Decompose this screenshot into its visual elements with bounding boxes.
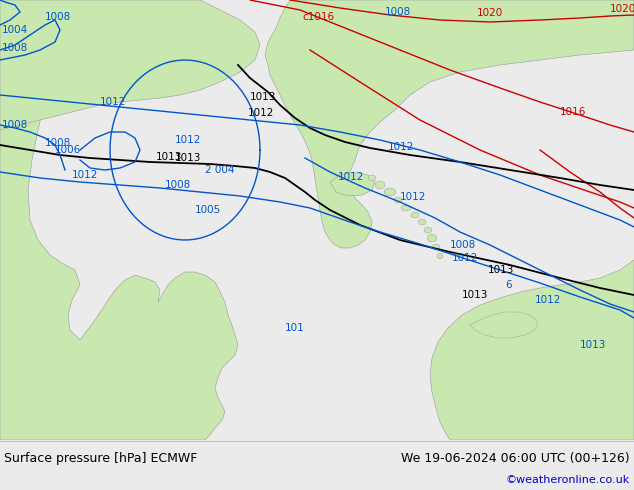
Text: Surface pressure [hPa] ECMWF: Surface pressure [hPa] ECMWF <box>4 451 197 465</box>
Text: 1008: 1008 <box>385 7 411 17</box>
Text: 2 004: 2 004 <box>205 165 235 175</box>
Text: 1012: 1012 <box>388 142 415 152</box>
Text: 1020: 1020 <box>610 4 634 14</box>
Text: 1005: 1005 <box>195 205 221 215</box>
Text: 1004: 1004 <box>2 25 29 35</box>
Text: We 19-06-2024 06:00 UTC (00+126): We 19-06-2024 06:00 UTC (00+126) <box>401 451 630 465</box>
Text: 1012: 1012 <box>100 97 126 107</box>
Polygon shape <box>437 253 443 259</box>
Text: 1008: 1008 <box>2 43 29 53</box>
Text: 1012: 1012 <box>72 170 98 180</box>
Text: 1008: 1008 <box>165 180 191 190</box>
Polygon shape <box>368 175 376 181</box>
Text: 1012: 1012 <box>535 295 561 305</box>
Text: 1013: 1013 <box>580 340 606 350</box>
Text: 1016: 1016 <box>560 107 586 117</box>
Polygon shape <box>394 197 402 203</box>
Text: 1012: 1012 <box>400 192 427 202</box>
Polygon shape <box>470 312 538 338</box>
Text: 1013: 1013 <box>156 152 183 162</box>
Text: 1008: 1008 <box>2 120 29 130</box>
Text: 1013: 1013 <box>175 153 202 163</box>
Polygon shape <box>384 188 396 196</box>
Text: 1020: 1020 <box>477 8 503 18</box>
Polygon shape <box>401 205 411 211</box>
Text: 1006: 1006 <box>55 145 81 155</box>
Polygon shape <box>265 0 634 248</box>
Text: 1008: 1008 <box>450 240 476 250</box>
Polygon shape <box>330 172 375 196</box>
Polygon shape <box>432 244 440 250</box>
Polygon shape <box>430 260 634 440</box>
Polygon shape <box>411 212 419 218</box>
Text: 6: 6 <box>505 280 512 290</box>
Text: 1012: 1012 <box>175 135 202 145</box>
Text: 1013: 1013 <box>462 290 488 300</box>
Text: 101: 101 <box>285 323 305 333</box>
Text: 1013: 1013 <box>488 265 514 275</box>
Text: c1016: c1016 <box>302 12 334 22</box>
Text: 1008: 1008 <box>45 12 71 22</box>
Polygon shape <box>424 227 432 233</box>
Text: 1008: 1008 <box>45 138 71 148</box>
Text: 1012: 1012 <box>452 253 479 263</box>
Polygon shape <box>418 219 426 225</box>
Polygon shape <box>375 181 385 189</box>
Polygon shape <box>427 234 437 242</box>
Text: 1013: 1013 <box>250 92 276 102</box>
Polygon shape <box>0 0 260 130</box>
Polygon shape <box>0 0 238 440</box>
Text: ©weatheronline.co.uk: ©weatheronline.co.uk <box>506 475 630 485</box>
Text: 1012: 1012 <box>338 172 365 182</box>
Text: 1012: 1012 <box>248 108 275 118</box>
